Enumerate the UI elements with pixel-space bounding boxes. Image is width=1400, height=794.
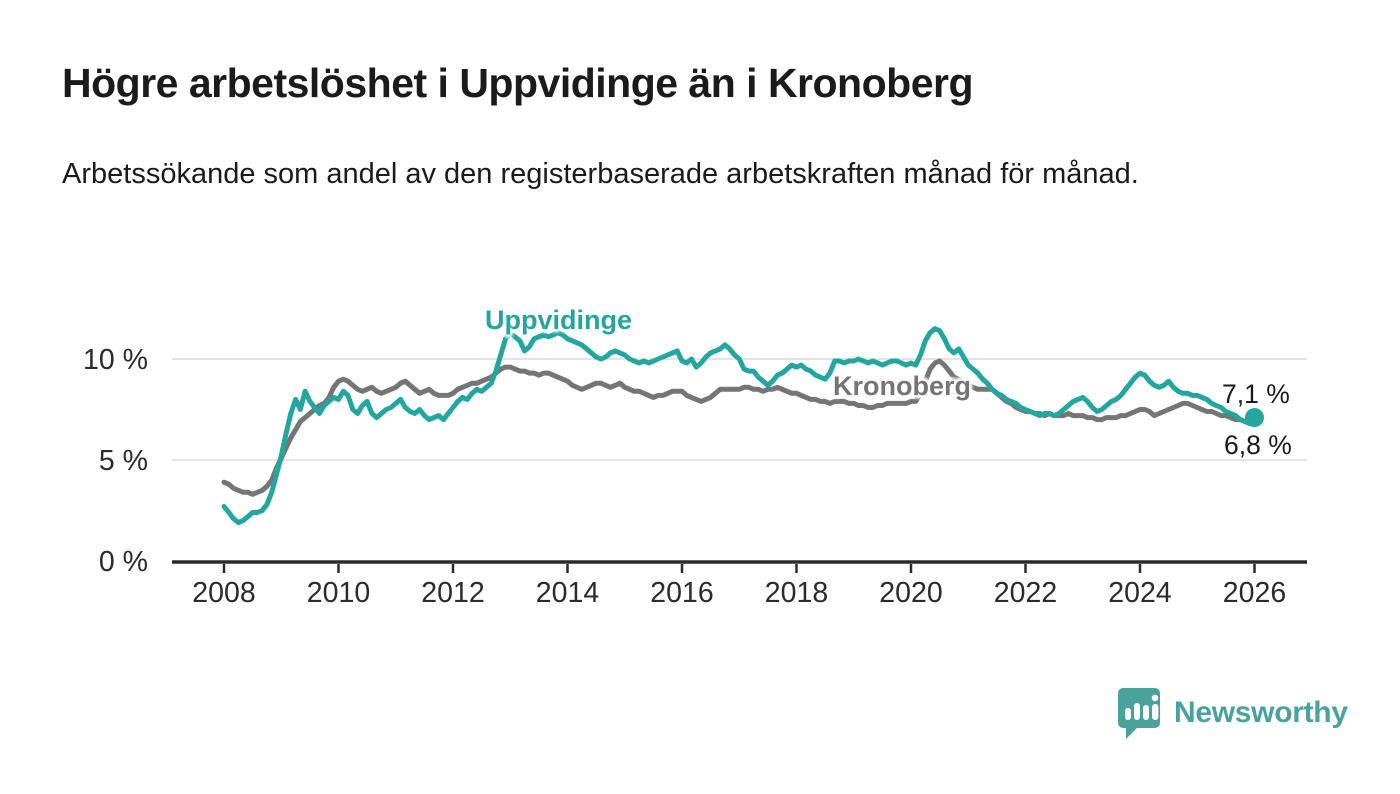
end-value-uppvidinge: 7,1 % (1222, 379, 1290, 409)
series-line-kronoberg (221, 358, 1257, 497)
x-axis-tick-label: 2012 (421, 577, 484, 609)
newsworthy-brand: Newsworthy (1116, 686, 1348, 740)
y-axis-tick-label: 10 % (83, 344, 148, 376)
page-title: Högre arbetslöshet i Uppvidinge än i Kro… (62, 60, 974, 106)
y-axis-tick-label: 5 % (99, 445, 148, 477)
chart-subtitle: Arbetssökande som andel av den registerb… (62, 158, 1139, 190)
newsworthy-brand-name: Newsworthy (1174, 696, 1348, 729)
x-axis-tick-label: 2014 (536, 577, 600, 609)
series-label-uppvidinge: Uppvidinge (485, 305, 632, 335)
x-axis-tick-label: 2026 (1223, 577, 1286, 609)
uppvidinge-end-dot (1245, 408, 1264, 428)
x-axis-tick-label: 2010 (307, 577, 370, 609)
series-label-kronoberg: Kronoberg (833, 371, 971, 401)
y-axis-tick-label: 0 % (99, 546, 148, 578)
x-axis-tick-label: 2018 (765, 577, 828, 609)
end-value-kronoberg: 6,8 % (1224, 430, 1292, 460)
newsworthy-logo-icon (1118, 688, 1160, 739)
series-line-uppvidinge (221, 326, 1257, 526)
x-axis-tick-label: 2008 (192, 577, 255, 609)
x-axis-tick-label: 2024 (1108, 577, 1172, 609)
x-axis-tick-label: 2020 (879, 577, 942, 609)
x-axis-tick-label: 2016 (650, 577, 713, 609)
x-axis-tick-label: 2022 (994, 577, 1057, 609)
